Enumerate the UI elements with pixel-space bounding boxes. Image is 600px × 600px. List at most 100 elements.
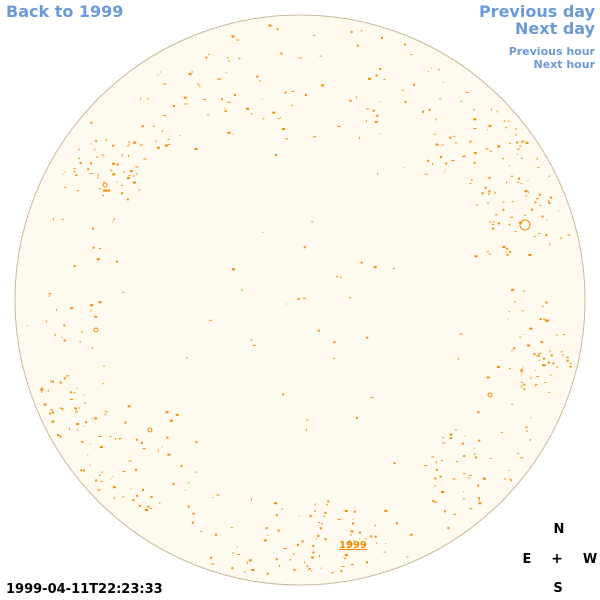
active-region-mark — [164, 144, 168, 147]
active-region-mark — [444, 171, 446, 173]
active-region-mark — [508, 470, 510, 471]
active-region-mark — [90, 309, 92, 312]
active-region-mark — [549, 243, 551, 246]
active-region-mark — [76, 423, 80, 426]
active-region-mark — [560, 351, 563, 353]
active-region-mark — [461, 442, 464, 445]
active-region-mark — [533, 235, 536, 237]
active-region-mark — [144, 509, 148, 511]
active-region-mark — [547, 361, 550, 364]
active-region-mark — [366, 561, 369, 564]
active-region-mark — [520, 368, 523, 371]
active-region-mark — [316, 538, 317, 540]
active-region-mark — [133, 181, 136, 184]
active-region-mark — [49, 412, 52, 415]
previous-hour-link[interactable]: Previous hour — [508, 45, 595, 58]
previous-day-link[interactable]: Previous day — [478, 2, 595, 21]
active-region-mark — [376, 542, 377, 544]
active-region-mark — [513, 347, 516, 350]
active-region-mark — [215, 533, 217, 536]
active-region-mark — [428, 108, 431, 111]
active-region-mark — [54, 333, 56, 336]
active-region-mark — [156, 146, 160, 149]
active-region-mark — [224, 110, 227, 112]
active-region-mark — [200, 530, 203, 532]
active-region-mark — [453, 135, 456, 137]
active-region-mark — [360, 261, 363, 264]
active-region-mark — [61, 407, 64, 409]
active-region-mark — [55, 308, 57, 311]
active-region-mark — [183, 96, 187, 99]
active-region-mark — [350, 530, 354, 533]
active-region-mark — [379, 133, 381, 135]
active-region-mark — [91, 346, 93, 349]
active-region-mark — [478, 439, 481, 442]
active-region-mark — [312, 551, 315, 554]
next-hour-link[interactable]: Next hour — [533, 58, 596, 71]
active-region-mark — [321, 523, 324, 525]
year-link[interactable]: 1999 — [339, 540, 367, 551]
active-region-mark — [87, 454, 89, 456]
active-region-mark — [452, 478, 456, 480]
active-region-mark — [383, 78, 386, 80]
observation-timestamp: 1999-04-11T22:23:33 — [6, 582, 163, 597]
active-region-mark — [406, 556, 409, 558]
active-region-mark — [290, 104, 293, 106]
year-label[interactable]: 1999 — [339, 540, 367, 551]
active-region-ring — [519, 219, 531, 231]
active-region-mark — [520, 157, 523, 159]
active-region-mark — [494, 191, 496, 194]
active-region-mark — [75, 410, 77, 413]
active-region-mark — [404, 43, 407, 46]
active-region-mark — [527, 344, 531, 347]
active-region-mark — [488, 193, 490, 196]
active-region-mark — [492, 224, 495, 225]
active-region-mark — [364, 538, 367, 540]
active-region-mark — [251, 569, 255, 571]
active-region-mark — [356, 44, 359, 47]
active-region-mark — [157, 74, 159, 76]
active-region-mark — [520, 385, 522, 388]
active-region-mark — [135, 166, 139, 168]
back-to-year-link[interactable]: Back to 1999 — [6, 2, 124, 21]
active-region-mark — [70, 307, 74, 310]
active-region-mark — [227, 57, 229, 59]
active-region-mark — [203, 98, 206, 100]
active-region-mark — [43, 403, 47, 406]
active-region-mark — [348, 542, 352, 544]
active-region-mark — [520, 374, 522, 376]
active-region-mark — [523, 334, 525, 335]
active-region-mark — [548, 200, 550, 203]
active-region-mark — [521, 310, 524, 312]
active-region-mark — [155, 140, 157, 143]
active-region-mark — [232, 552, 234, 554]
active-region-mark — [395, 522, 398, 525]
active-region-mark — [140, 97, 142, 100]
active-region-mark — [76, 190, 79, 192]
active-region-mark — [350, 31, 353, 33]
active-region-mark — [194, 148, 198, 150]
active-region-mark — [163, 83, 167, 85]
active-region-mark — [267, 534, 269, 536]
active-region-mark — [449, 433, 453, 436]
active-region-mark — [103, 189, 105, 192]
active-region-mark — [348, 297, 351, 299]
active-region-mark — [57, 434, 60, 436]
active-region-mark — [333, 341, 336, 344]
active-region-mark — [484, 186, 487, 189]
next-day-link[interactable]: Next day — [515, 19, 595, 38]
active-region-mark — [104, 413, 106, 416]
active-region-mark — [160, 71, 161, 73]
active-region-mark — [384, 509, 388, 512]
active-region-mark — [524, 214, 527, 216]
active-region-mark — [73, 264, 76, 267]
active-region-mark — [258, 80, 261, 82]
active-region-mark — [465, 91, 469, 93]
active-region-mark — [75, 407, 77, 410]
active-region-mark — [500, 431, 503, 433]
active-region-mark — [283, 548, 287, 549]
active-region-mark — [542, 364, 545, 367]
active-region-mark — [61, 409, 64, 411]
active-region-mark — [366, 108, 370, 110]
active-region-mark — [126, 145, 129, 147]
